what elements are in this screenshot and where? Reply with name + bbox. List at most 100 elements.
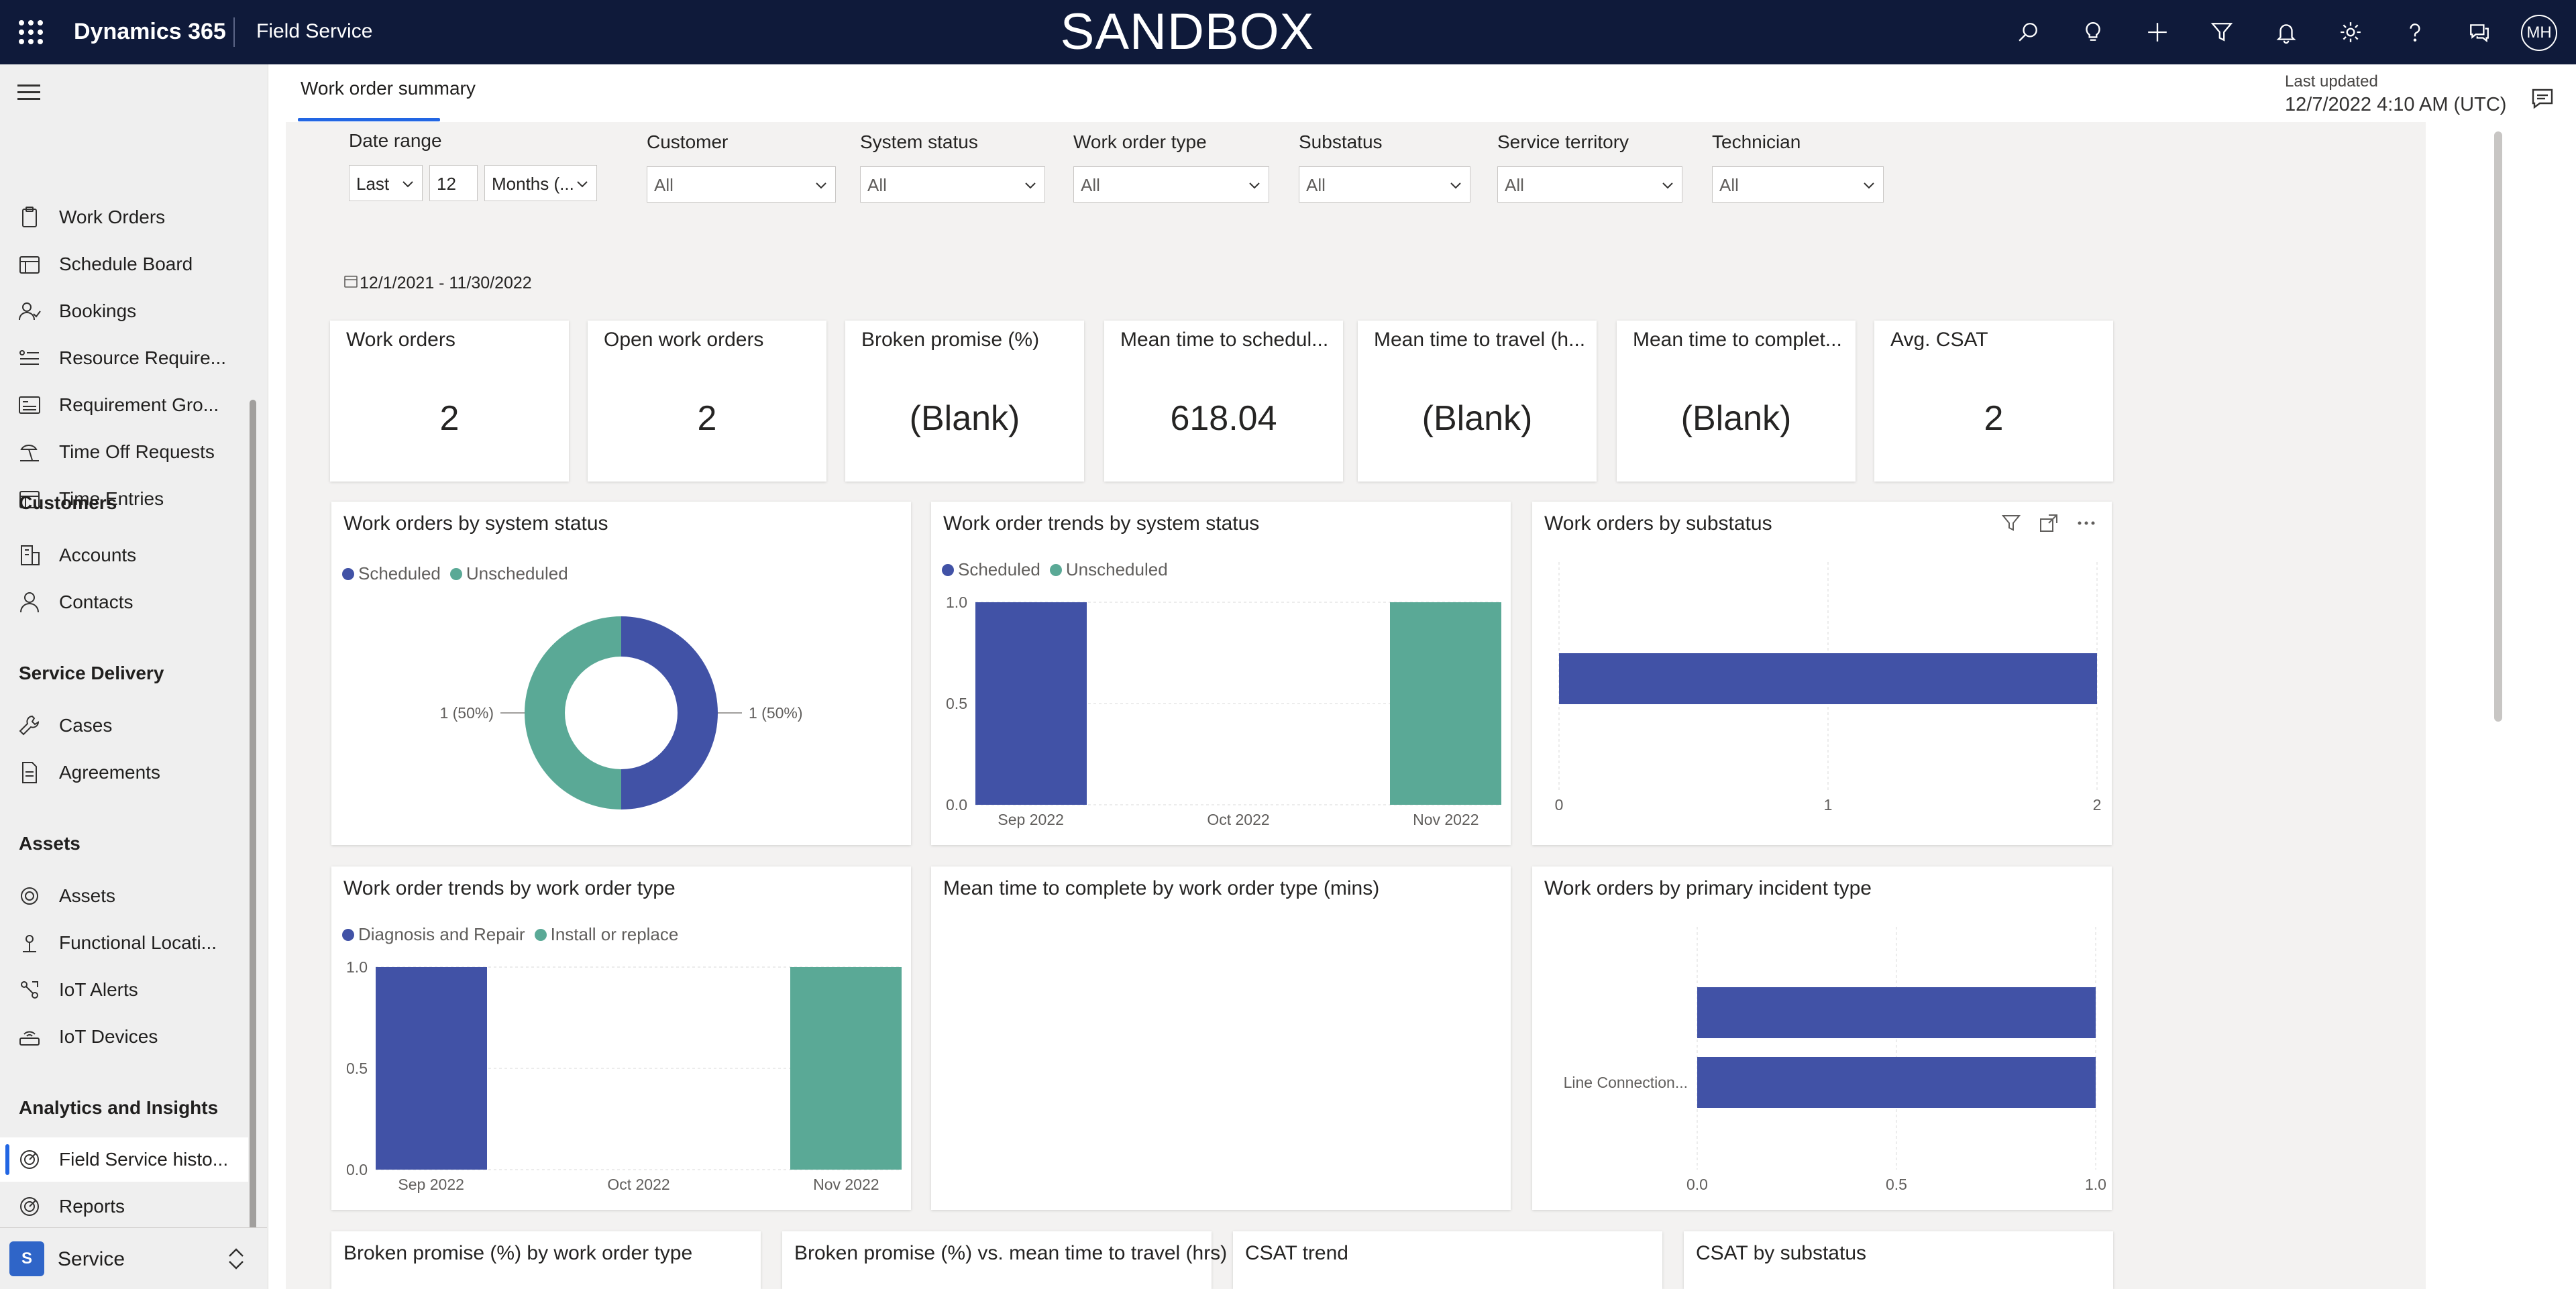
kpi-card-open-work-orders[interactable]: Open work orders 2 (588, 321, 826, 482)
kpi-card-broken-promise[interactable]: Broken promise (%) (Blank) (845, 321, 1084, 482)
bell-icon[interactable] (2267, 13, 2305, 51)
sidebar-item-work-orders[interactable]: Work Orders (0, 195, 248, 239)
building-icon (17, 543, 42, 567)
date-range-mode-dropdown[interactable]: Last (349, 165, 423, 201)
system-status-dropdown[interactable]: All (860, 166, 1045, 203)
sidebar-item-functional-locations[interactable]: Functional Locati... (0, 921, 248, 965)
gear-box-icon (17, 884, 42, 908)
sidebar-item-bookings[interactable]: Bookings (0, 289, 248, 333)
calendar-icon (17, 487, 42, 511)
comment-icon[interactable] (2529, 85, 2556, 111)
legend-item[interactable]: Diagnosis and Repair (342, 924, 525, 945)
work-order-type-dropdown[interactable]: All (1073, 166, 1269, 203)
filter-icon[interactable] (2203, 13, 2241, 51)
person-icon (17, 590, 42, 614)
kpi-card-work-orders[interactable]: Work orders 2 (330, 321, 569, 482)
date-range-count-input[interactable]: 12 (429, 165, 478, 201)
date-range-text: 12/1/2021 - 11/30/2022 (360, 274, 532, 292)
filter-icon[interactable] (2000, 512, 2025, 537)
date-range-unit-dropdown[interactable]: Months (... (484, 165, 597, 201)
x-tick-label: 0 (1555, 796, 1564, 814)
kpi-value: 2 (1984, 399, 2004, 438)
chevron-up-down-icon (229, 1248, 244, 1270)
sidebar-item-assets[interactable]: Assets (0, 874, 248, 918)
wrench-icon (17, 714, 42, 738)
legend-item[interactable]: Scheduled (342, 563, 441, 584)
chart-work-orders-by-system-status[interactable]: Work orders by system status Scheduled U… (331, 502, 911, 845)
sidebar-item-resource-requirements[interactable]: Resource Require... (0, 336, 248, 380)
sidebar-item-accounts[interactable]: Accounts (0, 533, 248, 577)
tab-work-order-summary[interactable]: Work order summary (301, 78, 476, 99)
kpi-card-mean-time-to-complete[interactable]: Mean time to complet... (Blank) (1617, 321, 1856, 482)
kpi-value: 618.04 (1170, 399, 1277, 438)
kpi-value: (Blank) (1421, 399, 1533, 438)
sidebar-item-label: Agreements (59, 762, 160, 783)
chart-work-orders-by-primary-incident-type[interactable]: Work orders by primary incident type 0.0… (1532, 866, 2112, 1210)
area-switcher[interactable]: S Service (0, 1227, 267, 1289)
chat-icon[interactable] (2461, 13, 2498, 51)
sidebar-item-agreements[interactable]: Agreements (0, 750, 248, 795)
sidebar-item-label: Assets (59, 885, 116, 906)
kpi-value: 2 (697, 399, 717, 438)
chart-title: Work order trends by work order type (343, 877, 676, 899)
app-name[interactable]: Field Service (256, 20, 373, 42)
more-options-icon[interactable] (2076, 512, 2100, 537)
chart-title: Mean time to complete by work order type… (943, 877, 1380, 899)
chart-work-order-trends-by-system-status[interactable]: Work order trends by system status Sched… (931, 502, 1511, 845)
help-icon[interactable] (2396, 13, 2434, 51)
sidebar-item-reports[interactable]: Reports (0, 1184, 248, 1229)
search-icon[interactable] (2010, 13, 2047, 51)
analytics-icon (17, 1147, 42, 1172)
donut-slice (621, 616, 718, 809)
avatar[interactable]: MH (2521, 15, 2557, 51)
chart-broken-promise-vs-travel[interactable]: Broken promise (%) vs. mean time to trav… (782, 1231, 1227, 1289)
sidebar-item-time-off-requests[interactable]: Time Off Requests (0, 430, 248, 474)
service-territory-dropdown[interactable]: All (1497, 166, 1682, 203)
chart-broken-promise-by-type[interactable]: Broken promise (%) by work order type (331, 1231, 761, 1289)
chart-csat-trend[interactable]: CSAT trend (1233, 1231, 1662, 1289)
customer-dropdown[interactable]: All (647, 166, 836, 203)
chart-work-order-trends-by-work-order-type[interactable]: Work order trends by work order type Dia… (331, 866, 911, 1210)
legend-item[interactable]: Unscheduled (1049, 559, 1168, 580)
date-range-label: Date range (349, 130, 442, 151)
chart-title: Work orders by system status (343, 512, 608, 535)
hamburger-menu-icon[interactable] (17, 85, 40, 103)
sidebar-item-schedule-board[interactable]: Schedule Board (0, 242, 248, 286)
product-name[interactable]: Dynamics 365 (74, 19, 226, 44)
sidebar-item-iot-alerts[interactable]: IoT Alerts (0, 968, 248, 1012)
sidebar-item-cases[interactable]: Cases (0, 704, 248, 748)
sidebar-item-requirement-groups[interactable]: Requirement Gro... (0, 383, 248, 427)
kpi-card-mean-time-to-travel[interactable]: Mean time to travel (h... (Blank) (1358, 321, 1597, 482)
technician-dropdown[interactable]: All (1712, 166, 1884, 203)
legend-item[interactable]: Install or replace (534, 924, 678, 945)
chart-csat-by-substatus[interactable]: CSAT by substatus (1684, 1231, 2113, 1289)
chart-mean-time-to-complete-by-type[interactable]: Mean time to complete by work order type… (931, 866, 1511, 1210)
sidebar-item-label: Functional Locati... (59, 932, 217, 953)
substatus-dropdown[interactable]: All (1299, 166, 1470, 203)
sidebar-item-field-service-historical[interactable]: Field Service histo... (0, 1137, 248, 1182)
sidebar-item-contacts[interactable]: Contacts (0, 580, 248, 624)
chart-work-orders-by-substatus[interactable]: Work orders by substatus 0 1 2 (1532, 502, 2112, 845)
app-launcher-icon[interactable] (19, 20, 43, 44)
sidebar-item-time-entries[interactable]: Time Entries (0, 477, 248, 521)
chevron-down-icon (1862, 178, 1876, 192)
chart-title: Work order trends by system status (943, 512, 1260, 535)
legend-item[interactable]: Unscheduled (449, 563, 568, 584)
report-scrollbar[interactable] (2494, 131, 2502, 722)
chart-legend: Scheduled Unscheduled (342, 563, 578, 584)
service-territory-label: Service territory (1497, 131, 1629, 152)
legend-item[interactable]: Scheduled (942, 559, 1040, 580)
section-service-delivery: Service Delivery (19, 663, 164, 683)
gear-icon[interactable] (2332, 13, 2369, 51)
chart-title: Work orders by primary incident type (1544, 877, 1872, 899)
area-badge: S (9, 1241, 44, 1276)
kpi-card-avg-csat[interactable]: Avg. CSAT 2 (1874, 321, 2113, 482)
kpi-card-mean-time-to-schedule[interactable]: Mean time to schedul... 618.04 (1104, 321, 1343, 482)
location-icon (17, 931, 42, 955)
sidebar-item-iot-devices[interactable]: IoT Devices (0, 1015, 248, 1059)
focus-mode-icon[interactable] (2038, 512, 2062, 537)
top-bar: Dynamics 365 Field Service SANDBOX MH (0, 0, 2576, 64)
sidebar-scrollbar[interactable] (250, 400, 256, 1285)
plus-icon[interactable] (2139, 13, 2176, 51)
lightbulb-icon[interactable] (2074, 13, 2112, 51)
